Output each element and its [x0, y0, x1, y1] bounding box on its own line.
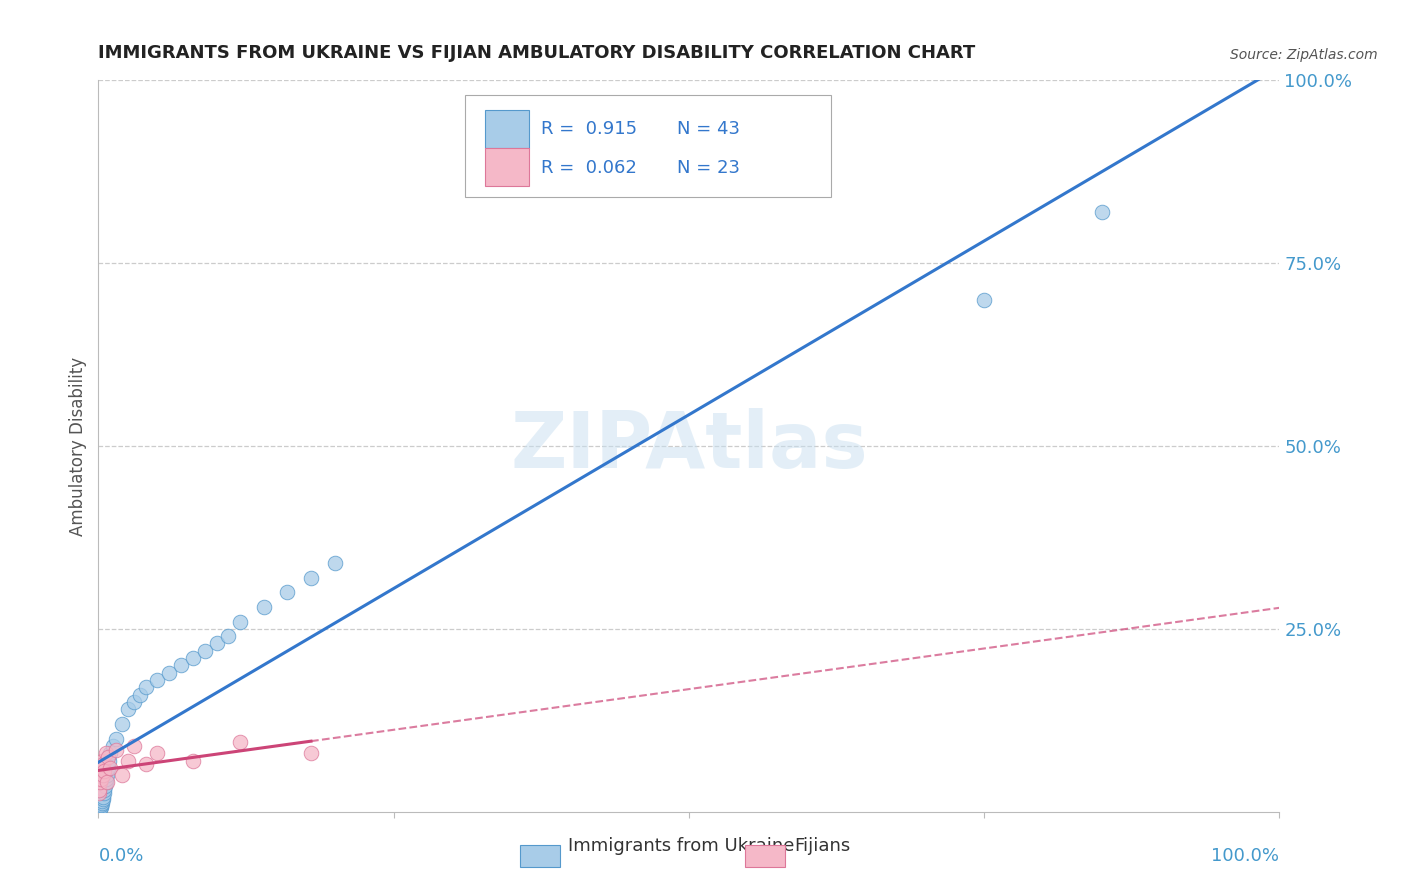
Point: [91, 791, 114, 805]
Point: [98, 746, 121, 760]
Point: [96, 775, 118, 789]
Point: [217, 629, 239, 643]
Text: Source: ZipAtlas.com: Source: ZipAtlas.com: [1230, 48, 1378, 62]
Point: [299, 571, 322, 585]
Point: [91, 768, 114, 782]
Point: [90, 797, 112, 812]
Text: R =  0.915: R = 0.915: [541, 120, 637, 138]
Point: [90, 798, 112, 813]
Point: [229, 615, 252, 629]
Point: [87, 803, 110, 817]
Point: [111, 768, 134, 782]
Point: [205, 636, 228, 650]
Point: [299, 746, 322, 760]
Point: [89, 801, 111, 815]
Point: [105, 742, 128, 756]
Text: IMMIGRANTS FROM UKRAINE VS FIJIAN AMBULATORY DISABILITY CORRELATION CHART: IMMIGRANTS FROM UKRAINE VS FIJIAN AMBULA…: [98, 45, 976, 62]
Text: R =  0.062: R = 0.062: [541, 159, 637, 177]
Point: [97, 749, 120, 764]
Point: [89, 802, 111, 816]
Point: [96, 768, 118, 782]
Point: [194, 644, 217, 658]
Text: ZIPAtlas: ZIPAtlas: [510, 408, 868, 484]
Point: [170, 658, 193, 673]
Point: [93, 782, 115, 797]
Point: [87, 787, 110, 801]
Point: [146, 746, 169, 760]
Text: 100.0%: 100.0%: [1212, 847, 1279, 865]
Bar: [485, 111, 530, 148]
Point: [146, 673, 169, 687]
Point: [135, 757, 157, 772]
Point: [91, 794, 114, 808]
Point: [89, 775, 111, 789]
Point: [98, 761, 121, 775]
Text: Fijians: Fijians: [794, 837, 851, 855]
Point: [117, 754, 139, 768]
Point: [98, 754, 121, 768]
Point: [229, 735, 252, 749]
Bar: [485, 148, 530, 186]
Point: [89, 803, 111, 817]
Point: [93, 764, 115, 779]
Point: [157, 665, 180, 680]
Point: [323, 556, 346, 570]
Point: [135, 681, 157, 695]
Point: [105, 731, 128, 746]
Point: [973, 293, 995, 307]
Point: [1091, 205, 1114, 219]
Point: [94, 772, 117, 786]
Point: [93, 787, 115, 801]
Point: [90, 799, 112, 814]
Text: Immigrants from Ukraine: Immigrants from Ukraine: [568, 837, 794, 855]
Point: [90, 798, 112, 813]
Point: [276, 585, 298, 599]
Point: [122, 739, 145, 753]
FancyBboxPatch shape: [464, 95, 831, 197]
Y-axis label: Ambulatory Disability: Ambulatory Disability: [69, 357, 87, 535]
Point: [94, 775, 117, 789]
Point: [122, 695, 145, 709]
Point: [89, 782, 111, 797]
Point: [90, 796, 112, 810]
Point: [253, 599, 276, 614]
Point: [181, 754, 204, 768]
Point: [128, 688, 150, 702]
Point: [101, 739, 124, 753]
Text: N = 43: N = 43: [678, 120, 740, 138]
Point: [94, 746, 117, 760]
Point: [91, 754, 114, 768]
Point: [91, 790, 114, 805]
Text: N = 23: N = 23: [678, 159, 740, 177]
Point: [117, 702, 139, 716]
Point: [89, 764, 111, 779]
Point: [90, 772, 112, 786]
Point: [90, 761, 112, 775]
Text: 0.0%: 0.0%: [98, 847, 143, 865]
Point: [91, 757, 114, 772]
Point: [89, 800, 111, 814]
Point: [94, 779, 117, 793]
Point: [111, 717, 134, 731]
Point: [97, 761, 120, 775]
Point: [181, 651, 204, 665]
